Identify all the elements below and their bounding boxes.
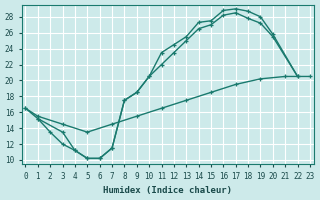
X-axis label: Humidex (Indice chaleur): Humidex (Indice chaleur) xyxy=(103,186,232,195)
